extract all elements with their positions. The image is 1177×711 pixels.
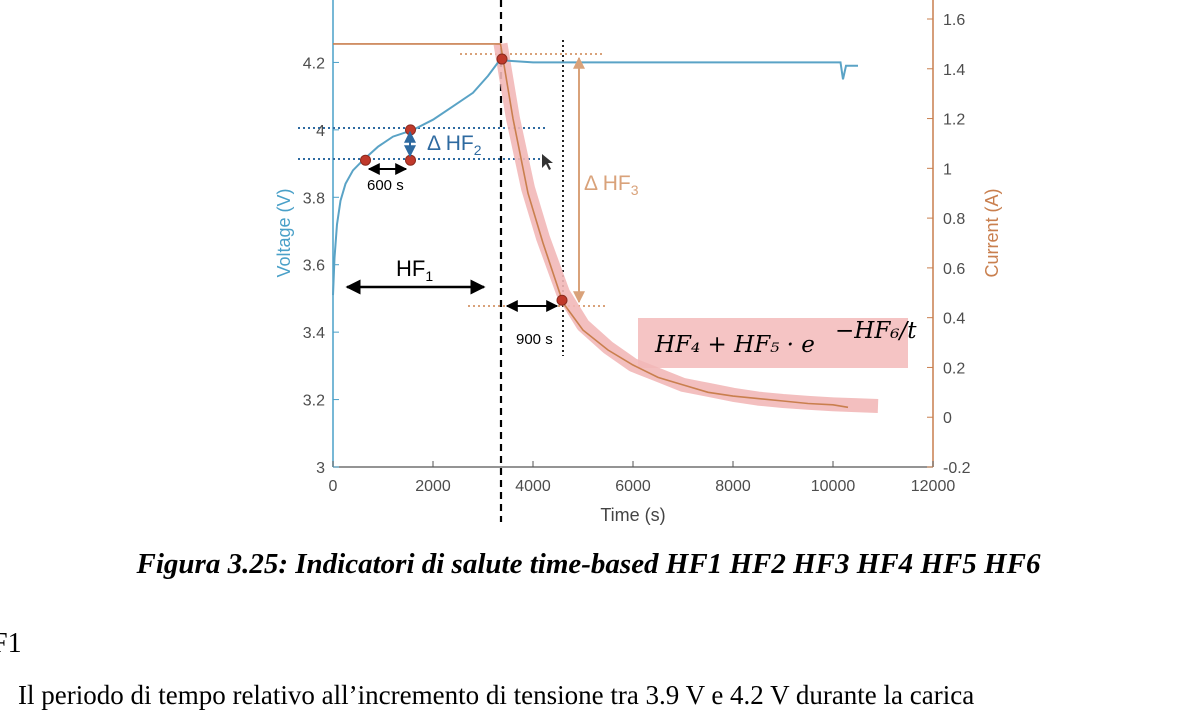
feature-marker bbox=[360, 154, 371, 166]
y2-tick-label: 1 bbox=[943, 161, 952, 178]
y2-tick-label: 0.8 bbox=[943, 211, 965, 228]
y-tick-label: 3.2 bbox=[303, 393, 325, 410]
chart-figure: 0 2000 4000 6000 8000 10000 12000 3 3.2 3.4 3.6 3.… bbox=[274, 0, 1002, 525]
chart-svg: 0 2000 4000 6000 8000 10000 12000 3 3.2 3.4 3.6 3.… bbox=[274, 0, 1002, 525]
hf1-label: HF1 bbox=[396, 256, 433, 284]
y-tick-label: 4 bbox=[316, 123, 325, 140]
x-tick-label: 8000 bbox=[715, 478, 751, 495]
y2-tick-label: 0.6 bbox=[943, 261, 965, 278]
x-tick-label: 6000 bbox=[615, 478, 651, 495]
feature-marker bbox=[496, 53, 508, 65]
x-ticks: 0 2000 4000 6000 8000 10000 12000 bbox=[329, 461, 956, 495]
y-axis-title: Voltage (V) bbox=[274, 188, 294, 277]
section-label: F1 bbox=[0, 628, 22, 659]
x-tick-label: 4000 bbox=[515, 478, 551, 495]
current-series-line bbox=[333, 43, 849, 409]
feature-marker bbox=[556, 294, 568, 306]
y-tick-label: 3.4 bbox=[303, 325, 325, 342]
y-ticks: 3 3.2 3.4 3.6 3.8 4 4.2 bbox=[303, 55, 339, 477]
x-tick-label: 10000 bbox=[811, 478, 856, 495]
feature-marker bbox=[405, 154, 416, 166]
y2-tick-label: 1.2 bbox=[943, 112, 965, 129]
y2-tick-label: 0.4 bbox=[943, 311, 965, 328]
y2-tick-label: 0.2 bbox=[943, 360, 965, 377]
dhf3-label: Δ HF3 bbox=[584, 172, 639, 198]
y2-tick-label: 1.4 bbox=[943, 62, 965, 79]
body-paragraph: Il periodo di tempo relativo all’increme… bbox=[18, 680, 975, 710]
y2-axis-title: Current (A) bbox=[982, 188, 1002, 277]
mouse-cursor-icon bbox=[542, 154, 553, 170]
x-axis-title: Time (s) bbox=[600, 505, 665, 525]
y-tick-label: 3.6 bbox=[303, 258, 325, 275]
y-tick-label: 3.8 bbox=[303, 190, 325, 207]
feature-markers bbox=[360, 53, 568, 306]
formula-text: HF₄ + HF₅ · e bbox=[654, 332, 815, 358]
annotation-arrows bbox=[345, 56, 585, 312]
y-tick-label: 4.2 bbox=[303, 55, 325, 72]
y2-tick-label: -0.2 bbox=[943, 460, 971, 477]
y2-tick-label: 0 bbox=[943, 410, 952, 427]
y2-tick-label: 1.6 bbox=[943, 12, 965, 29]
dhf2-label: Δ HF2 bbox=[427, 132, 482, 158]
y-tick-label: 3 bbox=[316, 460, 325, 477]
formula-exponent: −HF₆/t bbox=[835, 318, 917, 344]
x-tick-label: 0 bbox=[329, 478, 338, 495]
600s-label: 600 s bbox=[367, 177, 404, 194]
x-tick-label: 12000 bbox=[911, 478, 956, 495]
x-tick-label: 2000 bbox=[415, 478, 451, 495]
y2-ticks: -0.2 0 0.2 0.4 0.6 0.8 1 1.2 1.4 1.6 bbox=[927, 12, 971, 477]
figure-caption: Figura 3.25: Indicatori di salute time-b… bbox=[136, 548, 1041, 580]
900s-label: 900 s bbox=[516, 331, 553, 348]
axes bbox=[332, 0, 934, 468]
formula-box bbox=[638, 318, 908, 368]
voltage-series-line bbox=[332, 57, 858, 296]
reference-lines bbox=[298, 0, 608, 522]
